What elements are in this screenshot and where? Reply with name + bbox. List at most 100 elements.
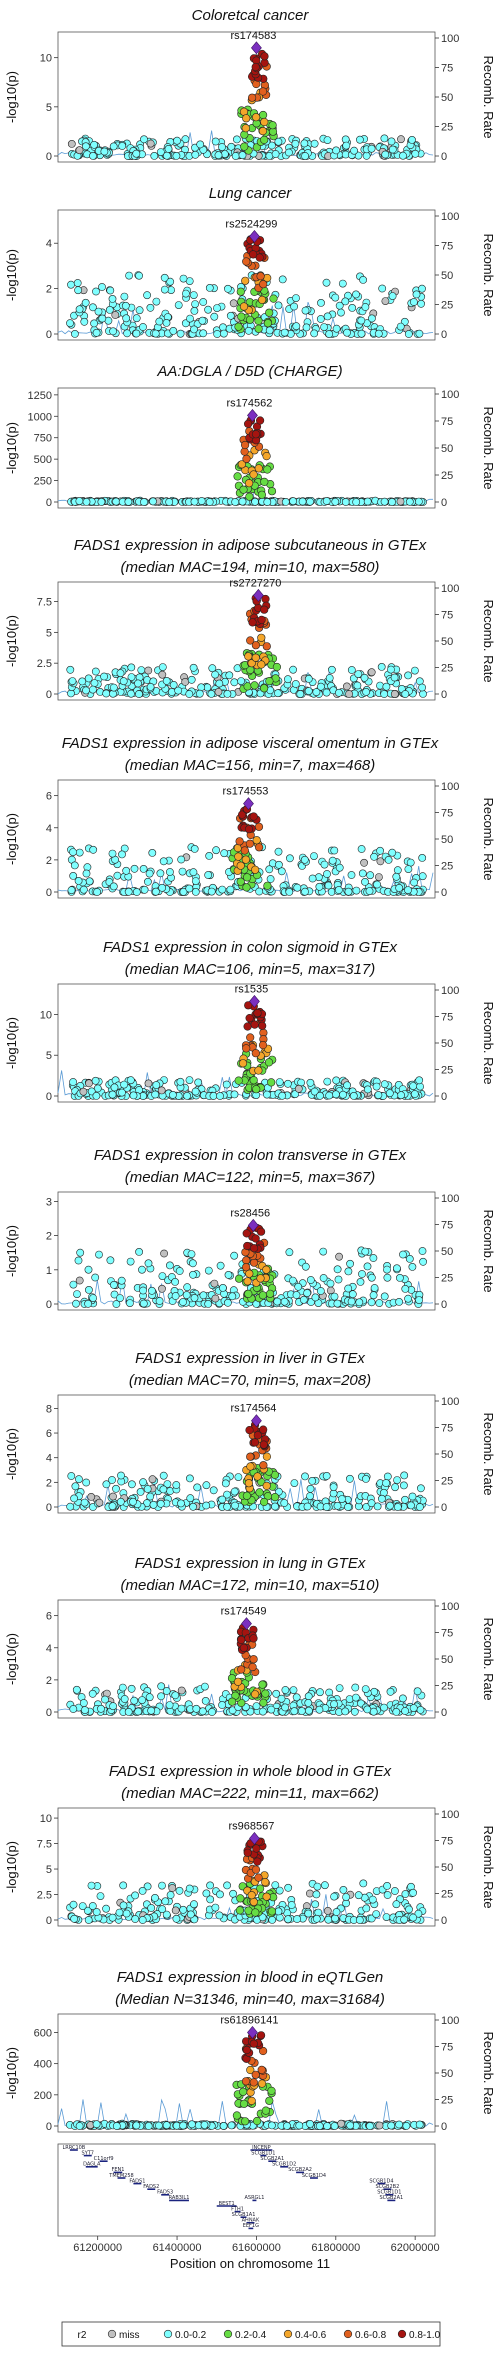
panel-title: FADS1 expression in liver in GTEx (135, 1350, 365, 1367)
panel-subtitle: (median MAC=70, min=5, max=208) (129, 1372, 371, 1389)
y2-tick-label: 0 (441, 887, 447, 899)
y-tick-label: 2 (46, 1231, 52, 1243)
variant-point (395, 1274, 404, 1282)
variant-point (328, 856, 337, 865)
variant-point (91, 1076, 100, 1085)
variant-point (157, 1086, 166, 1095)
variant-point (411, 149, 420, 158)
variant-point (215, 679, 224, 688)
y2-tick-label: 0 (441, 2121, 447, 2133)
variant-point (401, 1707, 409, 1715)
lead-variant-label: rs28456 (230, 1207, 270, 1219)
variant-point (200, 1682, 209, 1691)
variant-point (220, 849, 229, 858)
variant-point (381, 297, 390, 305)
variant-point (140, 885, 149, 894)
variant-point (367, 1298, 376, 1307)
variant-point (115, 1908, 124, 1917)
variant-point (395, 884, 404, 892)
y-tick-label: 5 (46, 1864, 52, 1876)
variant-point (91, 667, 100, 676)
variant-point (289, 1686, 298, 1694)
legend-swatch (223, 2329, 233, 2339)
variant-point (238, 497, 247, 506)
y-tick-label: 0 (46, 329, 52, 341)
variant-point (245, 839, 254, 848)
variant-point (269, 294, 278, 303)
variant-point (174, 301, 183, 309)
variant-point (418, 872, 427, 881)
locus-plot-panel (54, 2013, 439, 2133)
variant-point (179, 2121, 188, 2130)
variant-point (399, 1250, 407, 1259)
variant-point (212, 846, 220, 855)
variant-point (325, 1091, 334, 1100)
variant-point (109, 327, 117, 336)
variant-point (237, 460, 246, 469)
variant-point (391, 1483, 399, 1492)
variant-point (160, 285, 169, 294)
variant-point (341, 297, 350, 306)
variant-point (243, 1848, 252, 1857)
variant-point (148, 849, 157, 857)
variant-point (79, 885, 88, 894)
variant-point (363, 1262, 372, 1271)
variant-point (258, 1707, 267, 1716)
variant-point (275, 1886, 284, 1895)
variant-point (139, 1299, 148, 1308)
variant-point (387, 665, 395, 674)
variant-point (324, 881, 333, 890)
variant-point (211, 1903, 220, 1912)
variant-point (296, 690, 305, 698)
y2-tick-label: 50 (441, 1449, 453, 1461)
variant-point (317, 298, 325, 307)
variant-point (355, 1298, 364, 1307)
variant-point (242, 1491, 251, 1500)
variant-point (400, 1471, 409, 1480)
variant-point (357, 329, 366, 338)
variant-point (171, 1691, 180, 1700)
variant-point (332, 1076, 341, 1085)
gene-label: EEF1G (243, 2223, 259, 2229)
variant-point (165, 1701, 174, 1709)
locus-plot-panel (54, 387, 439, 509)
variant-point (256, 416, 265, 425)
locus-plot-panel (54, 581, 439, 701)
variant-point (342, 682, 351, 691)
variant-point (88, 1689, 97, 1698)
panel-title: FADS1 expression in colon sigmoid in GTE… (103, 939, 398, 956)
variant-point (172, 2121, 181, 2130)
variant-point (238, 1059, 248, 1068)
y-tick-label: 0 (46, 2121, 52, 2133)
variant-point (140, 498, 148, 506)
y-tick-label: 200 (34, 2090, 52, 2102)
variant-point (408, 1492, 417, 1501)
variant-point (94, 307, 103, 316)
variant-point (418, 683, 426, 692)
variant-point (363, 1085, 372, 1094)
variant-point (280, 1297, 289, 1306)
variant-point (259, 280, 268, 289)
variant-point (230, 1251, 239, 1260)
variant-point (175, 1267, 184, 1275)
variant-point (109, 1492, 117, 1501)
variant-point (259, 1461, 268, 1470)
variant-point (358, 869, 367, 878)
variant-point (252, 1085, 261, 1094)
variant-point (416, 1484, 425, 1493)
variant-point (122, 314, 131, 323)
variant-point (159, 857, 168, 866)
variant-point (176, 1077, 185, 1086)
variant-point (393, 866, 402, 875)
variant-point (306, 1078, 315, 1087)
y2-axis-label: Recomb. Rate (481, 599, 496, 682)
variant-point (87, 1881, 96, 1890)
y2-tick-label: 0 (441, 1707, 447, 1719)
variant-point (257, 1227, 266, 1236)
variant-point (72, 1299, 80, 1308)
variant-point (97, 497, 106, 506)
panel-subtitle: (median MAC=222, min=11, max=662) (121, 1785, 379, 1802)
variant-point (200, 2120, 209, 2129)
variant-point (339, 1886, 348, 1894)
